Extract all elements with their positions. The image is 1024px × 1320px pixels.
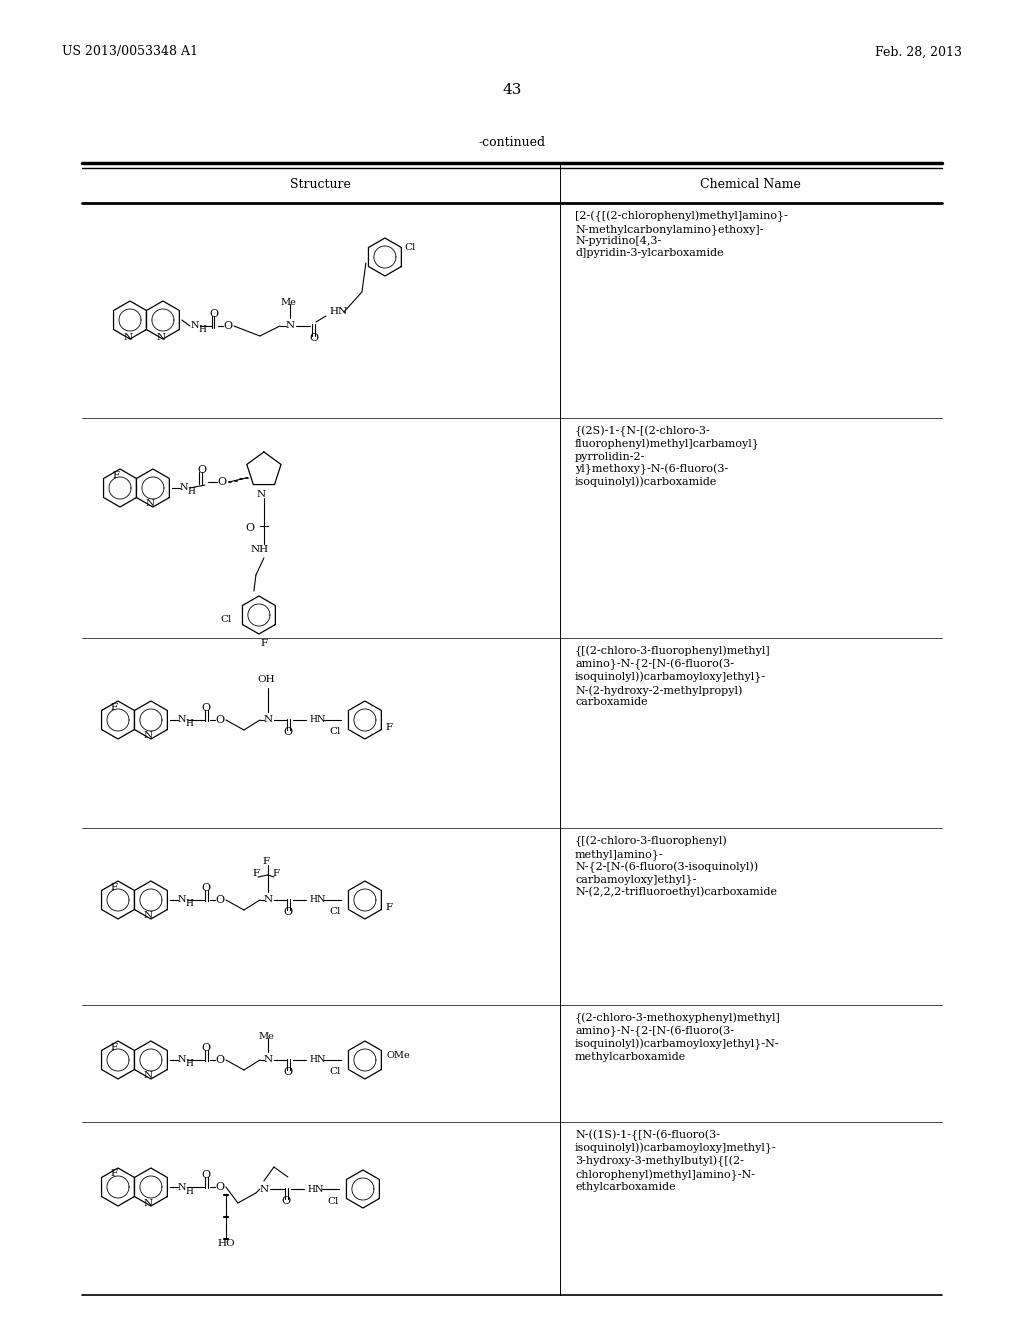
- Text: N: N: [190, 321, 200, 330]
- Text: Cl: Cl: [330, 1068, 341, 1077]
- Text: N: N: [263, 895, 272, 904]
- Text: H: H: [310, 715, 317, 725]
- Text: Cl: Cl: [404, 243, 416, 252]
- Text: N-((1S)-1-{[N-(6-fluoro(3-
isoquinolyl))carbamoyloxy]methyl}-
3-hydroxy-3-methyl: N-((1S)-1-{[N-(6-fluoro(3- isoquinolyl))…: [575, 1130, 777, 1192]
- Text: O: O: [284, 727, 293, 737]
- Text: H: H: [186, 1060, 194, 1068]
- Text: N: N: [263, 1056, 272, 1064]
- Text: N: N: [316, 895, 326, 904]
- Text: [2-({[(2-chlorophenyl)methyl]amino}-
N-methylcarbonylamino}ethoxy]-
N-pyridino[4: [2-({[(2-chlorophenyl)methyl]amino}- N-m…: [575, 211, 787, 257]
- Text: N: N: [143, 912, 153, 920]
- Text: F: F: [272, 870, 280, 879]
- Text: {(2S)-1-{N-[(2-chloro-3-
fluorophenyl)methyl]carbamoyl}
pyrrolidin-2-
yl}methoxy: {(2S)-1-{N-[(2-chloro-3- fluorophenyl)me…: [575, 426, 760, 487]
- Text: O: O: [282, 1196, 291, 1206]
- Text: O: O: [223, 321, 232, 331]
- Text: N: N: [143, 1199, 153, 1208]
- Text: O: O: [202, 1043, 211, 1053]
- Text: N: N: [124, 333, 132, 342]
- Text: F: F: [113, 470, 120, 479]
- Text: N: N: [316, 715, 326, 725]
- Text: F: F: [111, 702, 118, 711]
- Text: H: H: [186, 1187, 194, 1196]
- Text: F: F: [111, 883, 118, 891]
- Text: F: F: [262, 858, 269, 866]
- Text: F: F: [386, 723, 393, 733]
- Text: N: N: [143, 1072, 153, 1081]
- Text: {(2-chloro-3-methoxyphenyl)methyl]
amino}-N-{2-[N-(6-fluoro(3-
isoquinolyl))carb: {(2-chloro-3-methoxyphenyl)methyl] amino…: [575, 1012, 781, 1063]
- Text: F: F: [260, 639, 267, 648]
- Text: O: O: [309, 333, 318, 343]
- Text: H: H: [188, 487, 196, 496]
- Text: O: O: [215, 895, 224, 906]
- Text: 43: 43: [503, 83, 521, 96]
- Text: O: O: [246, 523, 255, 533]
- Text: N: N: [316, 1056, 326, 1064]
- Text: F: F: [252, 870, 259, 879]
- Text: O: O: [202, 1170, 211, 1180]
- Text: O: O: [202, 704, 211, 713]
- Text: O: O: [215, 1055, 224, 1065]
- Text: F: F: [111, 1043, 118, 1052]
- Text: O: O: [209, 309, 218, 319]
- Text: Cl: Cl: [330, 727, 341, 737]
- Text: -continued: -continued: [478, 136, 546, 149]
- Text: Structure: Structure: [290, 178, 350, 191]
- Text: {[(2-chloro-3-fluorophenyl)methyl]
amino}-N-{2-[N-(6-fluoro(3-
isoquinolyl))carb: {[(2-chloro-3-fluorophenyl)methyl] amino…: [575, 645, 771, 708]
- Text: O: O: [202, 883, 211, 894]
- Text: Cl: Cl: [220, 615, 231, 624]
- Text: HN: HN: [330, 308, 348, 317]
- Text: H: H: [310, 1056, 317, 1064]
- Text: N: N: [180, 483, 188, 492]
- Text: N: N: [143, 731, 153, 741]
- Text: F: F: [386, 903, 393, 912]
- Text: O: O: [215, 1181, 224, 1192]
- Text: OMe: OMe: [387, 1051, 411, 1060]
- Text: N: N: [286, 322, 295, 330]
- Text: N: N: [315, 1184, 324, 1193]
- Text: NH: NH: [251, 545, 269, 554]
- Text: Feb. 28, 2013: Feb. 28, 2013: [874, 45, 962, 58]
- Text: H: H: [186, 719, 194, 729]
- Text: O: O: [284, 1067, 293, 1077]
- Text: O: O: [284, 907, 293, 917]
- Text: N: N: [145, 499, 155, 508]
- Text: HO: HO: [217, 1239, 234, 1249]
- Text: Chemical Name: Chemical Name: [699, 178, 801, 191]
- Text: N: N: [256, 490, 265, 499]
- Text: O: O: [198, 465, 207, 475]
- Text: N: N: [259, 1184, 268, 1193]
- Text: {[(2-chloro-3-fluorophenyl)
methyl]amino}-
N-{2-[N-(6-fluoro(3-isoquinolyl))
car: {[(2-chloro-3-fluorophenyl) methyl]amino…: [575, 836, 777, 898]
- Text: N: N: [178, 1056, 186, 1064]
- Text: N: N: [178, 895, 186, 904]
- Text: H: H: [308, 1184, 315, 1193]
- Text: H: H: [310, 895, 317, 904]
- Text: Me: Me: [280, 298, 296, 308]
- Text: Cl: Cl: [330, 908, 341, 916]
- Text: Cl: Cl: [328, 1196, 339, 1205]
- Text: O: O: [215, 715, 224, 725]
- Text: H: H: [199, 326, 207, 334]
- Text: OH: OH: [257, 676, 274, 685]
- Text: US 2013/0053348 A1: US 2013/0053348 A1: [62, 45, 198, 58]
- Text: N: N: [178, 1183, 186, 1192]
- Text: N: N: [178, 715, 186, 725]
- Text: H: H: [186, 899, 194, 908]
- Text: O: O: [217, 477, 226, 487]
- Text: F: F: [111, 1170, 118, 1179]
- Text: N: N: [263, 715, 272, 725]
- Text: N: N: [157, 333, 166, 342]
- Text: Me: Me: [258, 1032, 273, 1041]
